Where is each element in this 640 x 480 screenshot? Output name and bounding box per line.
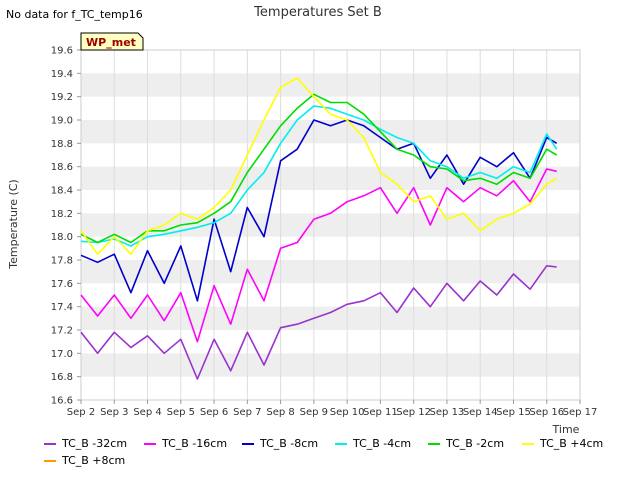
x-tick-label: Sep 17: [563, 407, 598, 418]
legend-item-tc-b-8cm: TC_B -8cm: [242, 437, 318, 450]
plot-frame: [80, 49, 581, 401]
y-tick-label: 19.0: [51, 116, 73, 127]
x-tick-label: Sep 4: [133, 407, 161, 418]
legend-item-tc-b-plus4cm: TC_B +4cm: [522, 437, 603, 450]
x-axis-label: Time: [552, 423, 580, 436]
legend-swatch: [144, 442, 156, 445]
y-tick-label: 18.6: [51, 162, 73, 173]
legend-item-tc-b-32cm: TC_B -32cm: [44, 437, 127, 450]
grid-band: [81, 213, 580, 237]
grid-band: [81, 353, 580, 377]
station-badge-label: WP_met: [86, 36, 136, 49]
x-tick-label: Sep 15: [496, 407, 531, 418]
grid-band: [81, 73, 580, 97]
series-lines: [80, 77, 558, 380]
x-tick-label: Sep 9: [300, 407, 328, 418]
series-line-tc-b-plus4cm: [80, 77, 558, 255]
y-tick-label: 17.8: [51, 256, 73, 267]
legend-label: TC_B -32cm: [62, 437, 128, 450]
x-axis-ticks: Sep 2 Sep 3 Sep 4 Sep 5 Sep 6 Sep 7 Sep 8 Sep 9…: [67, 400, 598, 418]
legend-swatch: [428, 442, 440, 445]
legend-label: TC_B -2cm: [446, 437, 505, 450]
legend-label: TC_B -8cm: [260, 437, 319, 450]
y-tick-label: 19.4: [51, 69, 73, 80]
y-tick-label: 18.4: [51, 186, 73, 197]
y-tick-label: 19.6: [51, 46, 73, 57]
series-line-tc-b-16cm: [80, 168, 557, 343]
legend-item-tc-b-16cm: TC_B -16cm: [144, 437, 227, 450]
legend-item-tc-b-2cm: TC_B -2cm: [428, 437, 504, 450]
series-line-tc-b-2cm: [80, 93, 558, 244]
x-tick-label: Sep 14: [463, 407, 498, 418]
grid-band: [81, 120, 580, 144]
legend-swatch: [522, 442, 534, 445]
x-tick-label: Sep 16: [529, 407, 564, 418]
x-tick-label: Sep 7: [233, 407, 261, 418]
y-axis-label: Temperature (C): [7, 179, 20, 269]
station-badge: WP_met: [80, 32, 144, 51]
chart-title: Temperatures Set B: [253, 5, 382, 20]
legend-label: TC_B -4cm: [353, 437, 412, 450]
y-tick-label: 16.6: [51, 396, 73, 407]
legend-item-tc-b-4cm: TC_B -4cm: [335, 437, 411, 450]
series-line-tc-b-4cm: [80, 105, 558, 247]
legend-row: TC_B -32cm TC_B -16cm TC_B -8cm TC_B -4c…: [44, 437, 634, 454]
legend-label: TC_B -16cm: [162, 437, 228, 450]
legend-row: TC_B +8cm: [44, 454, 634, 471]
legend-label: TC_B +8cm: [62, 454, 126, 467]
y-tick-label: 17.0: [51, 349, 73, 360]
y-tick-label: 18.0: [51, 232, 73, 243]
x-tick-label: Sep 12: [396, 407, 431, 418]
x-tick-label: Sep 13: [430, 407, 465, 418]
legend-swatch: [335, 442, 347, 445]
x-tick-label: Sep 5: [167, 407, 195, 418]
grid-bands: [81, 73, 580, 377]
series-line-tc-b-8cm: [80, 119, 558, 302]
grid-band: [81, 260, 580, 284]
legend-swatch: [242, 442, 254, 445]
legend-swatch: [44, 459, 56, 462]
legend-item-tc-b-plus8cm: TC_B +8cm: [44, 454, 125, 467]
vertical-gridlines: [80, 50, 581, 400]
x-tick-label: Sep 2: [67, 407, 95, 418]
legend-swatch: [44, 442, 56, 445]
series-line-tc-b-32cm: [80, 264, 557, 380]
y-tick-label: 18.2: [51, 209, 73, 220]
grid-band: [81, 306, 580, 330]
y-tick-label: 18.8: [51, 139, 73, 150]
y-tick-label: 16.8: [51, 372, 73, 383]
y-tick-label: 19.2: [51, 92, 73, 103]
y-tick-label: 17.4: [51, 302, 73, 313]
x-tick-label: Sep 8: [266, 407, 294, 418]
y-axis-ticks: 16.6 16.8 17.0 17.2 17.4 17.6 17.8 18.0 18.2 18.4…: [51, 46, 81, 407]
legend-label: TC_B +4cm: [540, 437, 604, 450]
x-tick-label: Sep 10: [330, 407, 365, 418]
x-tick-label: Sep 11: [363, 407, 398, 418]
no-data-note: No data for f_TC_temp16: [6, 8, 143, 21]
y-tick-label: 17.6: [51, 279, 73, 290]
y-tick-label: 17.2: [51, 326, 73, 337]
x-tick-label: Sep 6: [200, 407, 228, 418]
legend: TC_B -32cm TC_B -16cm TC_B -8cm TC_B -4c…: [44, 437, 634, 471]
x-tick-label: Sep 3: [100, 407, 128, 418]
